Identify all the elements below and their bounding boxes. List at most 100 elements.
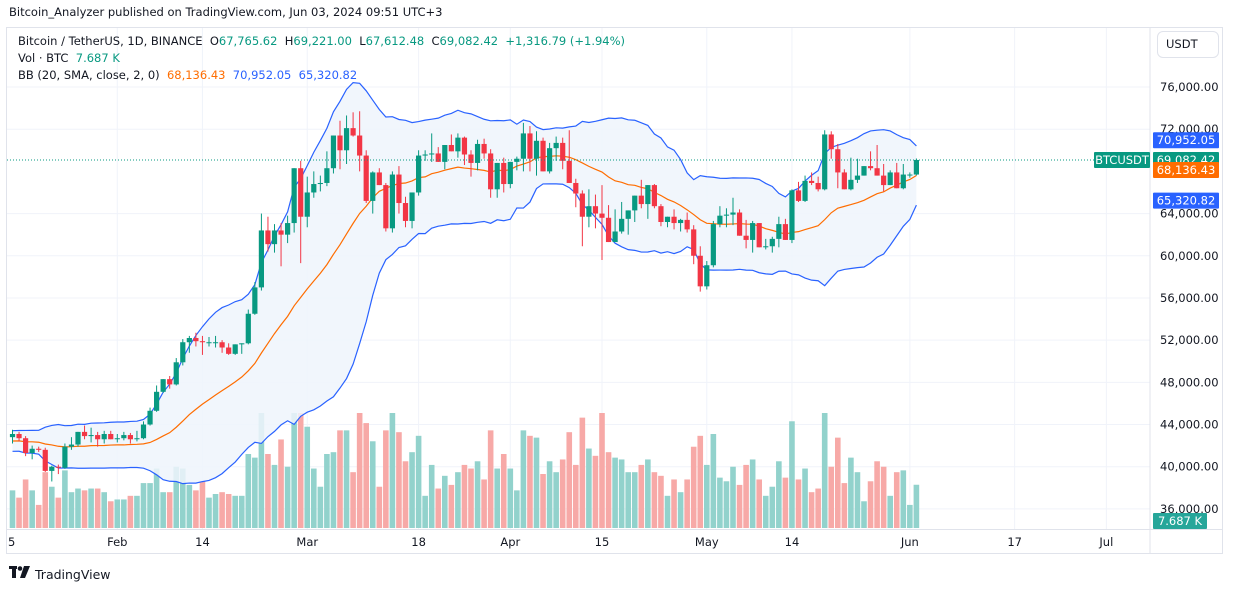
volume-bars (9, 413, 920, 528)
volume-bar (887, 495, 893, 528)
candle-body (632, 195, 638, 211)
volume-bar (180, 468, 186, 528)
candle-body (848, 179, 854, 190)
candle (763, 238, 769, 250)
candle (350, 112, 356, 137)
candle (199, 335, 206, 355)
candle-body (193, 338, 199, 342)
x-tick-label: Jun (900, 535, 919, 549)
volume-bar (350, 472, 356, 528)
volume-bar (147, 483, 153, 528)
candle (442, 145, 448, 170)
candle-body (154, 391, 160, 411)
lower-band-tag: 65,320.82 (1153, 192, 1219, 209)
candle-body (435, 153, 441, 162)
candle (586, 189, 592, 228)
candle (95, 431, 101, 447)
volume-tag-bg (1153, 513, 1207, 529)
candle (370, 171, 376, 214)
tradingview-logo-icon (9, 566, 31, 582)
volume-bar (651, 472, 658, 528)
volume-bar (173, 466, 180, 528)
candle (861, 166, 867, 176)
volume-bar (245, 454, 252, 528)
candle-body (226, 347, 232, 354)
volume-bar (271, 464, 278, 528)
volume-bar (789, 421, 795, 528)
candle-body (736, 212, 743, 236)
volume-bar (776, 461, 782, 528)
volume-bar (42, 472, 49, 528)
candle (357, 111, 363, 172)
candle-body (520, 133, 526, 159)
bb-lower-line (12, 183, 917, 485)
upper-band-tag-text: 70,952.05 (1157, 133, 1216, 147)
candle (645, 185, 651, 219)
volume-bar (520, 430, 527, 528)
candle (121, 431, 127, 441)
candle-body (625, 210, 631, 219)
candle (101, 430, 107, 444)
volume-bar (743, 464, 749, 528)
volume-bar (343, 430, 350, 528)
candle (402, 196, 409, 228)
candle (501, 157, 507, 193)
candle-body (81, 431, 88, 437)
volume-label[interactable]: Vol · BTC (18, 51, 69, 65)
volume-tag-text: 7.687 K (1158, 514, 1203, 528)
candle-body (684, 219, 690, 230)
volume-bar (645, 459, 651, 528)
candle (802, 175, 808, 202)
currency-button[interactable]: USDT (1157, 31, 1219, 58)
bb-label[interactable]: BB (20, SMA, close, 2, 0) (18, 68, 160, 82)
x-tick-label: 14 (785, 535, 800, 549)
candle-body (350, 128, 356, 136)
candle (75, 431, 81, 447)
upper-band-tag-bg (1153, 132, 1219, 149)
volume-bar (160, 492, 166, 528)
volume-bar (861, 501, 867, 528)
candle (782, 218, 788, 240)
volume-bar (369, 441, 376, 528)
candle-body (245, 313, 251, 344)
volume-bar (291, 413, 297, 528)
volume-bar (311, 468, 317, 528)
volume-bar (121, 499, 127, 528)
tradingview-brand[interactable]: TradingView (9, 566, 111, 582)
candle (743, 219, 749, 249)
candle-body (907, 174, 913, 176)
volume-bar (193, 490, 199, 528)
candle-body (599, 213, 605, 218)
close-label: C (431, 34, 440, 48)
candle (29, 445, 35, 460)
volume-bar (769, 486, 776, 528)
bb-lower-value: 65,320.82 (298, 68, 358, 82)
candle (723, 208, 730, 228)
candle-body (841, 172, 847, 190)
candle (769, 236, 775, 253)
y-tick-label: 56,000.00 (1160, 291, 1219, 305)
volume-bar (566, 432, 573, 528)
symbol-tag: BTCUSDT (1094, 151, 1150, 168)
volume-value: 7.687 K (75, 51, 120, 65)
volume-bar (22, 479, 29, 528)
candle-body (861, 166, 867, 176)
candle (651, 184, 657, 209)
volume-bar (710, 434, 717, 528)
candle-body (278, 230, 284, 235)
volume-bar (232, 495, 238, 528)
volume-bar (618, 459, 625, 528)
volume-bar (356, 413, 363, 528)
volume-bar (697, 435, 704, 528)
candle-body (363, 155, 369, 201)
candle (488, 149, 494, 198)
candle-body (605, 217, 612, 243)
volume-bar (874, 461, 880, 528)
volume-bar (815, 488, 821, 528)
symbol-title[interactable]: Bitcoin / TetherUS, 1D, BINANCE (18, 34, 203, 48)
candle (9, 429, 16, 444)
candle (494, 162, 500, 198)
candle-body (612, 231, 618, 243)
candle (704, 261, 710, 290)
